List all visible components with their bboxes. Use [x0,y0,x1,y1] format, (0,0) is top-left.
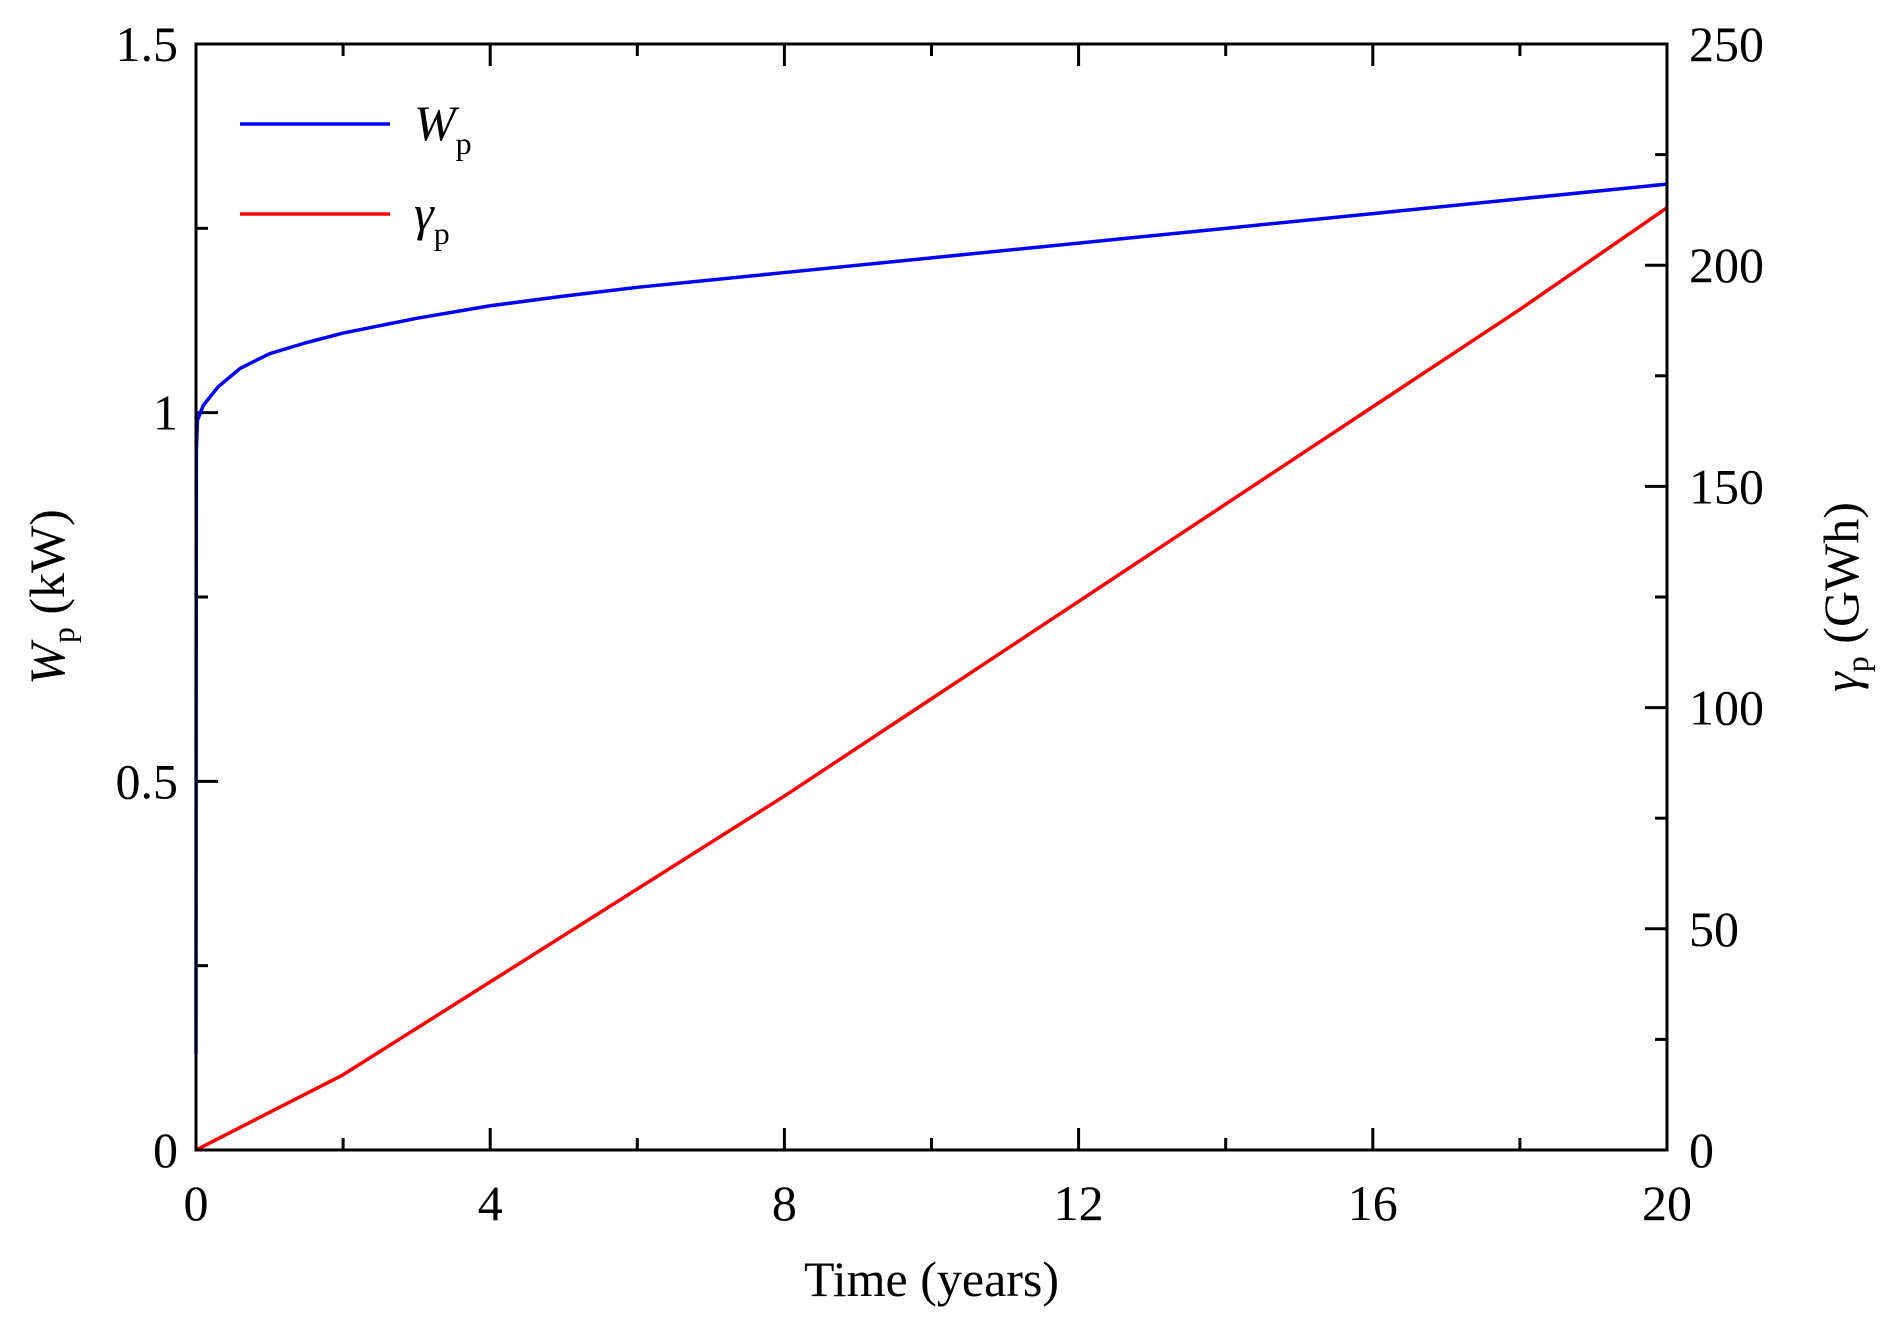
y-left-axis-title: Wp (kW) [19,509,81,685]
frame-layer [194,42,1669,1152]
x-axis-title: Time (years) [804,1251,1059,1307]
plot-frame [194,42,1669,1152]
y-left-axis-unit-text: (kW) [19,509,75,615]
y-right-axis-subscript: p [1839,656,1875,672]
x-tick-label: 12 [1054,1175,1104,1231]
series-layer [194,182,1668,1152]
y-right-tick-label: 100 [1689,680,1764,736]
legend: Wp γp [240,95,472,251]
y-right-axis-unit-space [1813,644,1869,657]
y-right-tick-label: 250 [1689,16,1764,72]
y-right-axis-title: γp (GWh) [1813,502,1875,692]
legend-label-gamma-p-subscript: p [434,215,450,251]
y-right-axis-unit-text: (GWh) [1813,502,1869,644]
y-right-tick-label: 200 [1689,237,1764,293]
x-tick-label: 0 [184,1175,209,1231]
y-left-axis-subscript: p [45,627,81,643]
legend-label-w-p: Wp [414,95,472,161]
x-tick-label: 16 [1348,1175,1398,1231]
y-left-tick-label: 1.5 [116,16,179,72]
series-line-w-p [194,182,1668,1055]
y-right-tick-label: 0 [1689,1122,1714,1178]
legend-label-gamma-p: γp [414,185,450,251]
series-line-gamma-p [195,206,1668,1152]
y-right-tick-label: 150 [1689,458,1764,514]
y-left-axis-symbol: W [19,639,75,685]
y-left-tick-label: 1 [153,385,178,441]
y-left-tick-label: 0 [153,1122,178,1178]
x-tick-label: 20 [1642,1175,1692,1231]
legend-label-gamma-p-symbol: γ [414,185,435,241]
y-right-axis-symbol: γ [1813,671,1869,692]
x-tick-label: 4 [478,1175,503,1231]
legend-label-w-p-symbol: W [414,95,460,151]
y-right-tick-label: 50 [1689,901,1739,957]
x-tick-label: 8 [772,1175,797,1231]
legend-label-w-p-subscript: p [456,125,472,161]
y-left-tick-label: 0.5 [116,753,179,809]
y-left-axis-unit [19,615,75,628]
